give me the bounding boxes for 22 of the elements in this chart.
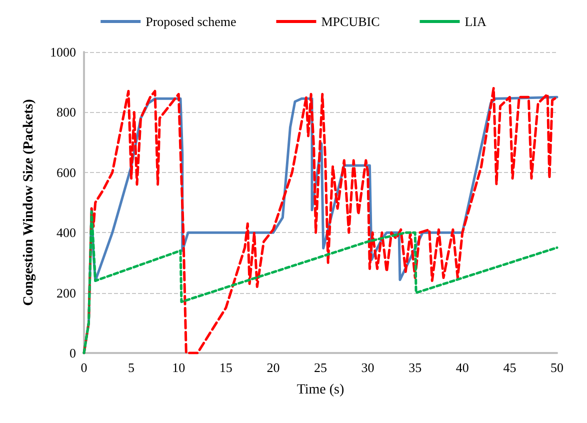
y-axis-title: Congestion Window Size (Packets) [22,98,36,306]
x-tick-label: 20 [266,360,280,375]
y-tick-label: 200 [56,285,76,300]
y-tick-label: 800 [56,104,76,120]
x-tick-label: 15 [219,360,232,375]
legend-label: LIA [464,14,488,29]
x-tick-label: 45 [503,360,516,375]
y-tick-label: 400 [56,225,76,240]
y-tick-label: 0 [70,346,76,360]
x-tick-label: 35 [408,360,422,375]
x-tick-label: 25 [314,360,327,375]
x-tick-label: 40 [456,360,469,375]
x-tick-label: 0 [80,360,88,375]
legend-label: Proposed scheme [146,14,236,29]
y-tick-label: 1000 [50,44,76,60]
x-tick-label: 50 [550,360,564,375]
y-tick-label: 600 [56,164,76,180]
x-tick-label: 30 [361,360,374,375]
x-tick-label: 10 [172,360,186,375]
x-tick-label: 5 [128,360,135,375]
legend-label: MPCUBIC [321,14,380,29]
x-axis-title: Time (s) [296,382,344,398]
